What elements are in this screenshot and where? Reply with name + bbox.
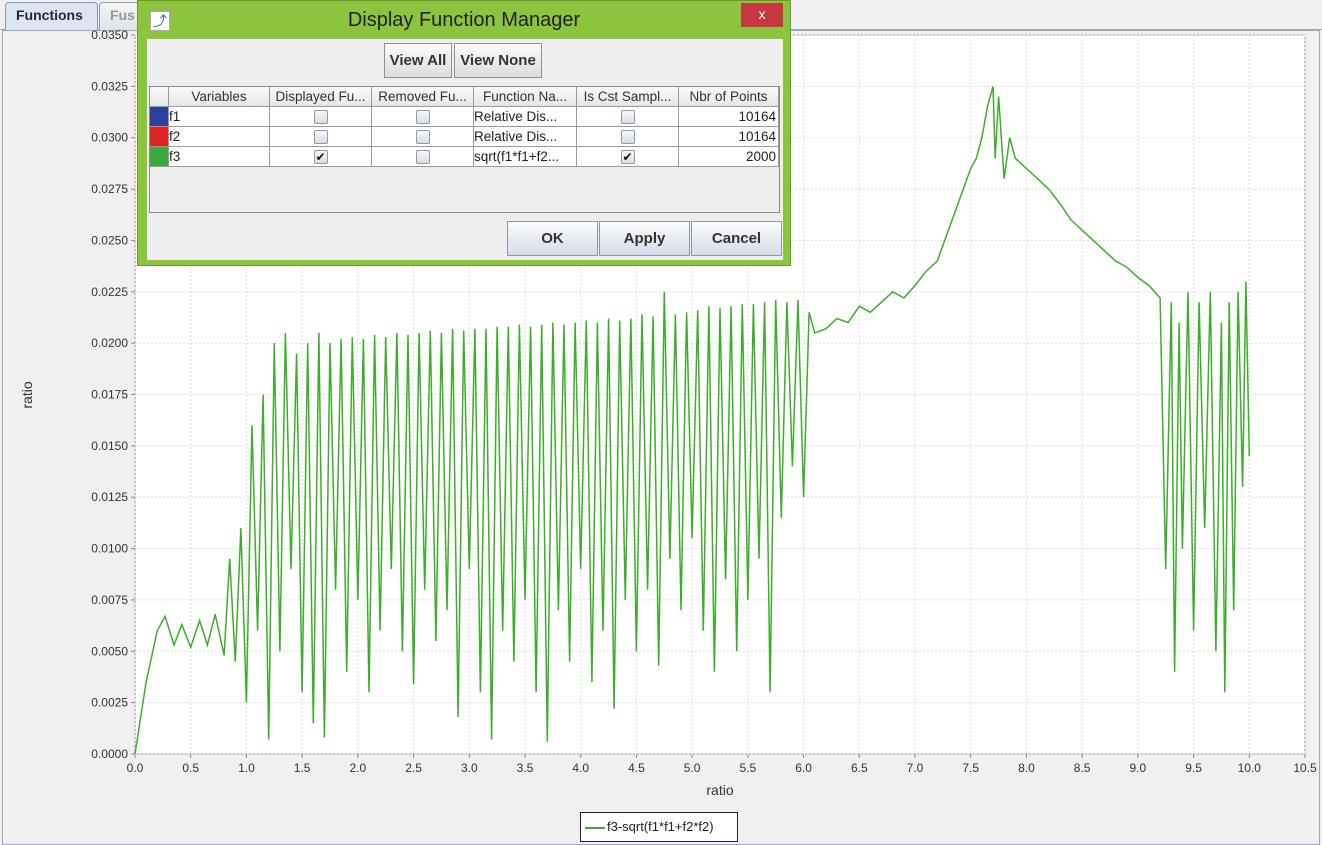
y-tick-label: 0.0000	[91, 747, 128, 761]
column-header[interactable]	[150, 87, 169, 107]
column-header[interactable]: Nbr of Points	[679, 87, 779, 107]
x-tick-label: 2.0	[350, 761, 367, 775]
column-header[interactable]: Removed Fu...	[372, 87, 474, 107]
close-button[interactable]: x	[741, 3, 783, 27]
table-row[interactable]: f2 Relative Dis... 10164	[150, 127, 779, 147]
points-cell: 10164	[679, 107, 779, 127]
functions-table: Variables Displayed Fu... Removed Fu... Fun…	[149, 86, 780, 213]
y-axis-label: ratio	[19, 381, 35, 408]
x-tick-label: 1.5	[294, 761, 311, 775]
table-row[interactable]: f3 ✔ sqrt(f1*f1+f2... ✔ 2000	[150, 147, 779, 167]
x-tick-label: 7.5	[962, 761, 979, 775]
table-row[interactable]: f1 Relative Dis... 10164	[150, 107, 779, 127]
removed-cell	[372, 127, 474, 147]
column-header[interactable]: Is Cst Sampl...	[577, 87, 679, 107]
x-tick-label: 3.0	[461, 761, 478, 775]
x-tick-label: 6.0	[795, 761, 812, 775]
column-header[interactable]: Variables	[169, 87, 270, 107]
x-tick-label: 4.0	[572, 761, 589, 775]
color-swatch[interactable]	[150, 147, 169, 167]
variable-cell: f1	[169, 107, 270, 127]
displayed-checkbox[interactable]: ✔	[313, 150, 328, 164]
x-tick-label: 8.0	[1018, 761, 1035, 775]
y-tick-label: 0.0300	[91, 131, 128, 145]
displayed-checkbox[interactable]	[313, 110, 328, 124]
removed-checkbox[interactable]	[415, 110, 430, 124]
x-tick-label: 7.0	[907, 761, 924, 775]
x-tick-label: 10.0	[1238, 761, 1262, 775]
tab-functions[interactable]: Functions	[5, 2, 98, 30]
function-name-cell: sqrt(f1*f1+f2...	[474, 147, 577, 167]
x-tick-label: 9.5	[1185, 761, 1202, 775]
color-swatch[interactable]	[150, 107, 169, 127]
variable-cell: f2	[169, 127, 270, 147]
x-tick-label: 5.0	[684, 761, 701, 775]
legend-label: f3-sqrt(f1*f1+f2*f2)	[607, 819, 714, 834]
apply-button[interactable]: Apply	[599, 221, 690, 256]
y-tick-label: 0.0250	[91, 233, 128, 247]
removed-checkbox[interactable]	[415, 130, 430, 144]
view-none-button[interactable]: View None	[454, 43, 542, 78]
series-line-f3	[134, 86, 1251, 755]
y-tick-label: 0.0075	[91, 593, 128, 607]
points-cell: 10164	[679, 127, 779, 147]
x-tick-label: 4.5	[628, 761, 645, 775]
x-tick-label: 1.0	[238, 761, 255, 775]
x-tick-label: 9.0	[1130, 761, 1147, 775]
color-swatch[interactable]	[150, 127, 169, 147]
x-tick-label: 10.5	[1293, 761, 1317, 775]
displayed-cell: ✔	[270, 147, 372, 167]
ok-button[interactable]: OK	[507, 221, 598, 256]
x-tick-label: 3.5	[517, 761, 534, 775]
y-tick-label: 0.0225	[91, 285, 128, 299]
cst-sampling-cell: ✔	[577, 147, 679, 167]
variable-cell: f3	[169, 147, 270, 167]
removed-cell	[372, 147, 474, 167]
dialog-title: Display Function Manager	[347, 9, 581, 31]
y-tick-label: 0.0025	[91, 696, 128, 710]
column-header[interactable]: Displayed Fu...	[270, 87, 372, 107]
display-function-manager-dialog: ⤴ Display Function Manager x View All Vi…	[137, 0, 791, 266]
function-name-cell: Relative Dis...	[474, 107, 577, 127]
column-header[interactable]: Function Na...	[474, 87, 577, 107]
x-tick-label: 6.5	[851, 761, 868, 775]
displayed-cell	[270, 107, 372, 127]
cst-sampling-checkbox[interactable]: ✔	[620, 150, 635, 164]
y-tick-label: 0.0050	[91, 644, 128, 658]
y-tick-label: 0.0275	[91, 182, 128, 196]
view-all-button[interactable]: View All	[384, 43, 452, 78]
points-cell: 2000	[679, 147, 779, 167]
y-tick-label: 0.0125	[91, 490, 128, 504]
table-header: Variables Displayed Fu... Removed Fu... Fun…	[150, 87, 779, 107]
x-tick-label: 0.5	[182, 761, 199, 775]
cst-sampling-checkbox[interactable]	[620, 130, 635, 144]
y-tick-label: 0.0350	[91, 28, 128, 42]
displayed-checkbox[interactable]	[313, 130, 328, 144]
cst-sampling-cell	[577, 127, 679, 147]
y-tick-label: 0.0100	[91, 542, 128, 556]
x-tick-label: 5.5	[740, 761, 757, 775]
cancel-button[interactable]: Cancel	[691, 221, 782, 256]
x-tick-label: 0.0	[127, 761, 144, 775]
x-tick-label: 2.5	[405, 761, 422, 775]
dialog-body: View All View None Variables Displayed Fu…	[147, 39, 783, 260]
y-tick-label: 0.0150	[91, 439, 128, 453]
app-icon: ⤴	[150, 11, 170, 31]
function-name-cell: Relative Dis...	[474, 127, 577, 147]
x-tick-label: 8.5	[1074, 761, 1091, 775]
removed-checkbox[interactable]	[415, 150, 430, 164]
y-tick-label: 0.0325	[91, 79, 128, 93]
displayed-cell	[270, 127, 372, 147]
cst-sampling-checkbox[interactable]	[620, 110, 635, 124]
y-tick-label: 0.0175	[91, 388, 128, 402]
x-axis-label: ratio	[706, 782, 733, 798]
cst-sampling-cell	[577, 107, 679, 127]
legend-line-swatch	[585, 826, 605, 829]
chart-legend: f3-sqrt(f1*f1+f2*f2)	[580, 812, 738, 842]
removed-cell	[372, 107, 474, 127]
y-tick-label: 0.0200	[91, 336, 128, 350]
